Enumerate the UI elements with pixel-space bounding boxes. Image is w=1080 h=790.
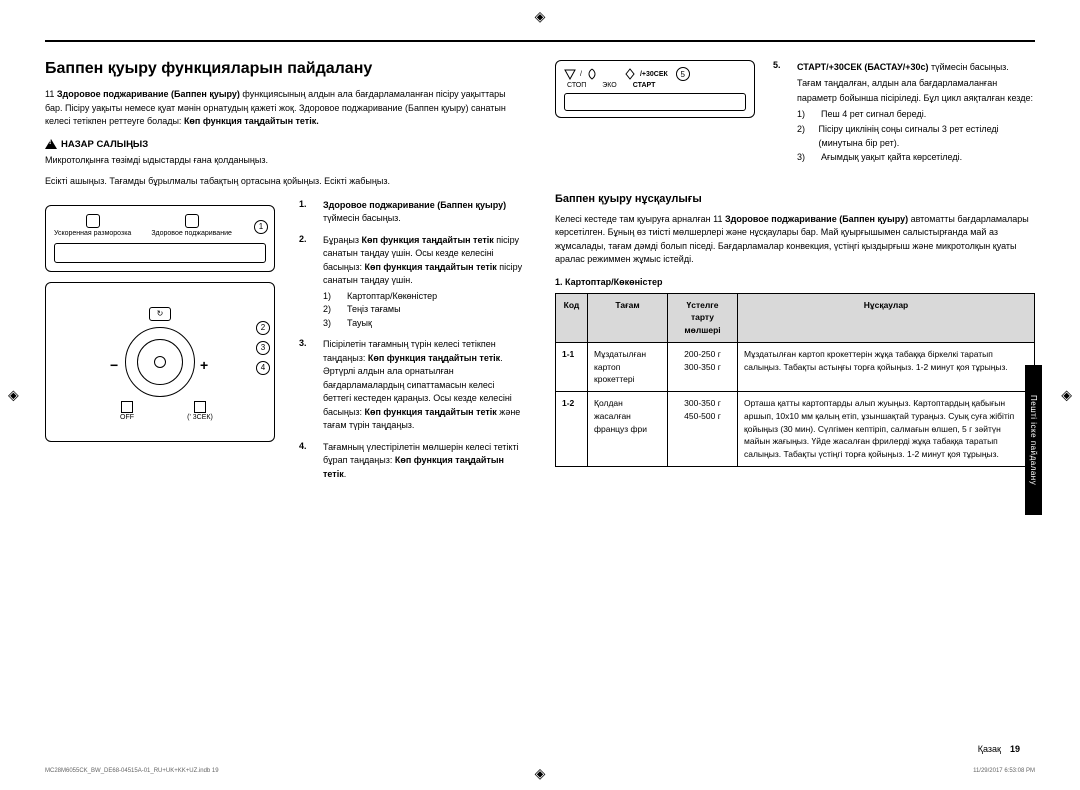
step-row: 1. Здоровое поджаривание (Баппен қуыру) …	[299, 199, 525, 226]
warning-text: Микротолқынға төзімді ыдыстарды ғана қол…	[45, 154, 525, 168]
plus-icon: +	[200, 357, 208, 373]
step-body: Пісірілетін тағамның түрін келесі тетікп…	[323, 338, 525, 433]
callout-3: 3	[256, 341, 270, 355]
control-panel-upper: Ускоренная разморозка Здоровое поджарива…	[45, 205, 275, 272]
warning-label: НАЗАР САЛЫҢЫЗ	[61, 139, 148, 150]
step-body: Тағамның үлестірілетін мөлшерін келесі т…	[323, 441, 525, 482]
page-footer: Қазақ 19	[978, 744, 1020, 754]
lcd-display-small	[564, 93, 746, 111]
step-body: Бұраңыз Көп функция таңдайтын тетік пісі…	[323, 234, 525, 331]
step-row: 4. Тағамның үлестірілетін мөлшерін келес…	[299, 441, 525, 482]
plus30-label: /+30СЕК	[640, 71, 668, 78]
minus-icon: −	[110, 357, 118, 373]
lcd-display	[54, 243, 266, 263]
sec-label: (' 3СЕК)	[185, 401, 215, 421]
registration-mark: ◈	[535, 8, 546, 25]
th-instr: Нұсқаулар	[738, 293, 1035, 342]
side-tab: Пешті іске пайдалану	[1025, 365, 1042, 515]
step-row: 3. Пісірілетін тағамның түрін келесі тет…	[299, 338, 525, 433]
table-row: 1-2 Қолдан жасалған француз фри 300-350 …	[556, 392, 1035, 467]
step-row: 2. Бұраңыз Көп функция таңдайтын тетік п…	[299, 234, 525, 331]
th-weight: Үстелге тарту мөлшері	[668, 293, 738, 342]
registration-mark: ◈	[8, 387, 19, 404]
print-footer-left: MC28M6055CK_BW_DE68-04515A-01_RU+UK+KK+U…	[45, 768, 219, 774]
registration-mark: ◈	[1061, 387, 1072, 404]
guide-intro: Келесі кестеде там қуыруға арналған 11 З…	[555, 213, 1035, 267]
fry-button-icon: Здоровое поджаривание	[151, 214, 232, 237]
control-panel-lower: ↻ − + OFF (' 3СЕК) 2 3 4	[45, 282, 275, 442]
callout-4: 4	[256, 361, 270, 375]
weight-cell: 300-350 г450-500 г	[668, 392, 738, 467]
table-heading: 1. Картоптар/Көкөністер	[555, 277, 1035, 287]
guide-title: Баппен қуыру нұсқаулығы	[555, 193, 1035, 205]
stop-icon	[564, 68, 576, 80]
warning-icon	[45, 139, 57, 149]
callout-5: 5	[676, 67, 690, 81]
step-5: 5. СТАРТ/+30СЕК (БАСТАУ/+30с) түймесін б…	[773, 60, 1035, 165]
print-footer-right: 11/29/2017 6:53:08 PM	[973, 768, 1035, 774]
callout-1: 1	[254, 220, 268, 234]
open-door-text: Есікті ашыңыз. Тағамды бұрылмалы табақты…	[45, 175, 525, 189]
step-body: Здоровое поджаривание (Баппен қуыру) түй…	[323, 199, 525, 226]
defrost-button-icon: Ускоренная разморозка	[54, 214, 131, 237]
guide-table: Код Тағам Үстелге тарту мөлшері Нұсқаула…	[555, 293, 1035, 467]
start-icon	[624, 68, 636, 80]
th-food: Тағам	[588, 293, 668, 342]
steps-list: 1. Здоровое поджаривание (Баппен қуыру) …	[299, 199, 525, 482]
warning-heading: НАЗАР САЛЫҢЫЗ	[45, 139, 525, 150]
dial-top-icon: ↻	[149, 307, 171, 321]
callout-2: 2	[256, 321, 270, 335]
top-rule	[45, 40, 1035, 42]
table-row: 1-1 Мұздатылған картоп крокеттері 200-25…	[556, 342, 1035, 391]
section-title: Баппен қуыру функцияларын пайдалану	[45, 60, 525, 78]
eco-icon	[586, 68, 598, 80]
right-column: / /+30СЕК 5 СТОП ЭКО СТАРТ	[555, 60, 1035, 489]
left-column: Баппен қуыру функцияларын пайдалану 11 З…	[45, 60, 525, 489]
weight-cell: 200-250 г300-350 г	[668, 342, 738, 391]
registration-mark: ◈	[535, 765, 546, 782]
dial-assembly: ↻ − + OFF (' 3СЕК)	[75, 307, 245, 427]
off-label: OFF	[115, 401, 139, 421]
th-code: Код	[556, 293, 588, 342]
start-panel-diagram: / /+30СЕК 5 СТОП ЭКО СТАРТ	[555, 60, 755, 118]
intro-paragraph: 11 Здоровое поджаривание (Баппен қуыру) …	[45, 88, 525, 129]
